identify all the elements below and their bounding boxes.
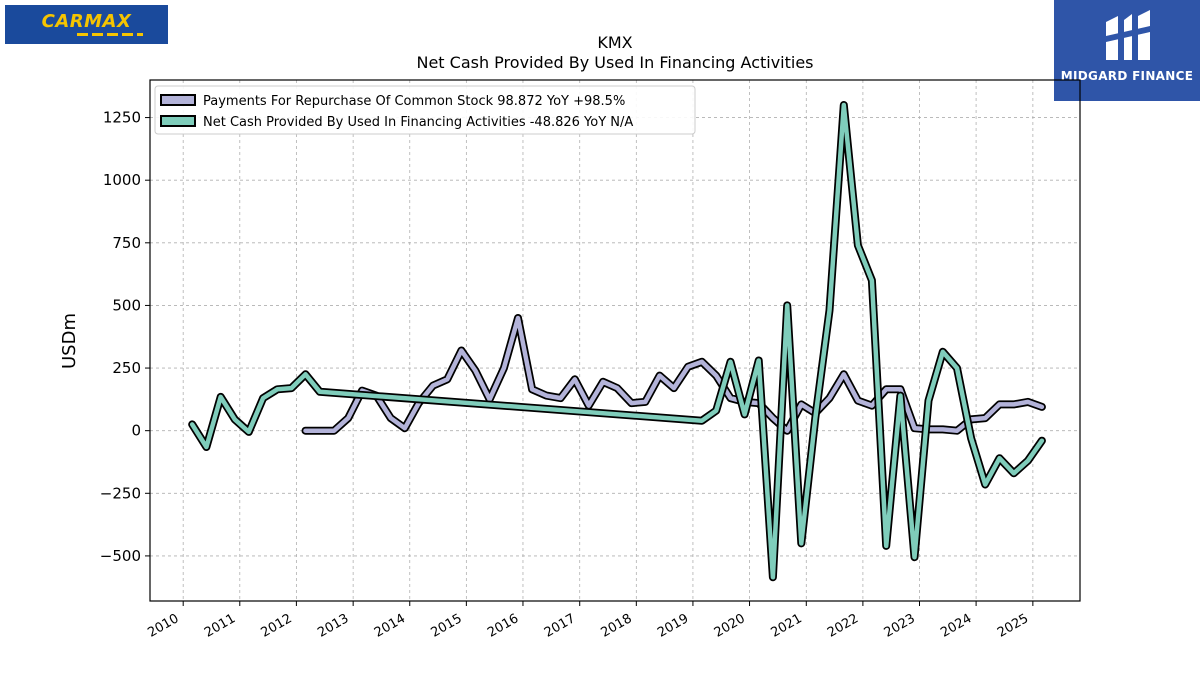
y-tick-label: 1000 xyxy=(103,171,141,189)
chart-title: KMX xyxy=(597,33,632,52)
x-tick-label: 2022 xyxy=(825,611,861,641)
x-tick-label: 2013 xyxy=(315,611,351,641)
carmax-logo-dashes xyxy=(77,33,143,36)
legend-label-1: Net Cash Provided By Used In Financing A… xyxy=(203,115,633,130)
x-tick-label: 2016 xyxy=(485,611,521,641)
y-tick-label: −250 xyxy=(100,484,141,502)
carmax-logo: CARMAX xyxy=(5,5,168,44)
legend-swatch-0 xyxy=(160,94,196,106)
x-tick-label: 2017 xyxy=(542,611,578,641)
x-tick-label: 2025 xyxy=(995,611,1031,641)
plot-frame xyxy=(149,79,1081,602)
x-tick-label: 2018 xyxy=(598,611,634,641)
y-tick-label: 250 xyxy=(112,359,141,377)
series-1-line xyxy=(189,102,1045,580)
midgard-finance-logo: MIDGARD FINANCE xyxy=(1054,0,1200,101)
y-tick-label: 500 xyxy=(112,296,141,314)
y-tick-label: 750 xyxy=(112,234,141,252)
legend: Payments For Repurchase Of Common Stock … xyxy=(154,85,696,135)
series-0-line xyxy=(303,315,1045,433)
y-tick-label: 0 xyxy=(131,422,141,440)
y-tick-label: 1250 xyxy=(103,109,141,127)
legend-label-0: Payments For Repurchase Of Common Stock … xyxy=(203,94,625,109)
legend-swatch-1 xyxy=(160,115,196,127)
x-tick-label: 2020 xyxy=(712,611,748,641)
x-tick-label: 2012 xyxy=(259,611,295,641)
x-tick-label: 2023 xyxy=(882,611,918,641)
x-tick-label: 2014 xyxy=(372,611,408,641)
carmax-logo-text: CARMAX xyxy=(41,11,132,32)
legend-box xyxy=(154,85,696,135)
x-tick-label: 2011 xyxy=(202,611,238,641)
series-0-outline xyxy=(301,314,1046,435)
x-tick-label: 2021 xyxy=(768,611,804,641)
y-axis-label: USDm xyxy=(59,313,80,369)
x-tick-label: 2019 xyxy=(655,611,691,641)
midgard-finance-text: MIDGARD FINANCE xyxy=(1060,69,1194,83)
midgard-m-icon xyxy=(1106,10,1150,60)
x-tick-label: 2015 xyxy=(429,611,465,641)
x-tick-label: 2024 xyxy=(938,611,974,641)
series-1-outline xyxy=(188,101,1046,582)
chart-subtitle: Net Cash Provided By Used In Financing A… xyxy=(416,53,813,72)
x-tick-label: 2010 xyxy=(145,611,181,641)
grid xyxy=(150,80,1080,601)
y-tick-label: −500 xyxy=(100,547,141,565)
series-layer xyxy=(188,101,1046,582)
